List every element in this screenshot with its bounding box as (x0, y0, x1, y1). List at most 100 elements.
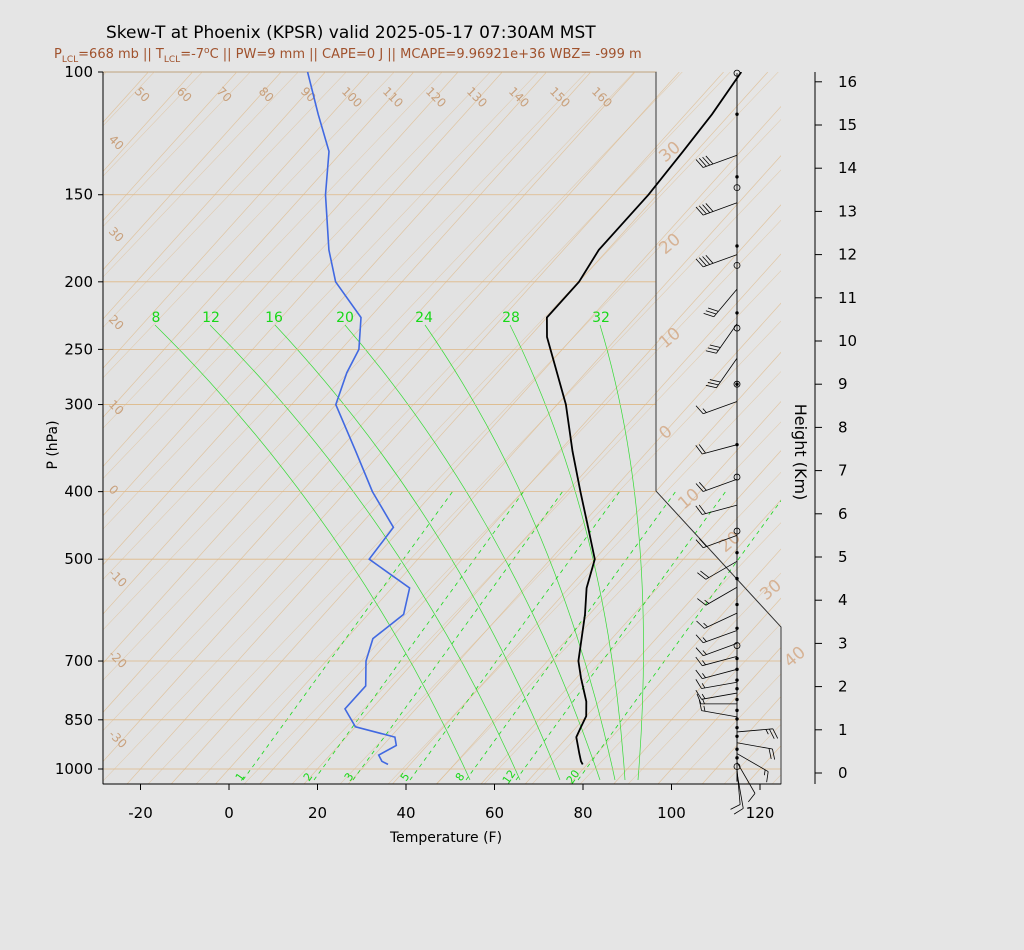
wind-barb-flag (698, 504, 706, 514)
wind-calm-circle (733, 642, 741, 649)
wind-barb-flag (730, 804, 741, 810)
wind-barb (695, 478, 738, 492)
wind-barb-flag (695, 505, 703, 515)
adiabat-line (103, 72, 683, 681)
x-tick-label: 40 (396, 804, 415, 822)
y-tick-label: 300 (64, 396, 93, 414)
wind-barb (695, 535, 738, 549)
wind-barb-flag (695, 634, 704, 644)
y-tick-label: 700 (64, 652, 93, 670)
adiabat-line (955, 0, 1024, 844)
wind-level-dot (735, 626, 739, 630)
temperature-line (545, 72, 743, 765)
wind-barb-flag (698, 538, 707, 547)
wind-barb-half-flag (702, 650, 707, 655)
wind-level-dot (735, 602, 739, 607)
adiabat-line (103, 72, 635, 631)
wind-barb-flag (697, 598, 707, 606)
mixing-ratio-line (352, 490, 564, 781)
chart-subtitle: PLCL=668 mb || TLCL=-7oC || PW=9 mm || C… (54, 46, 642, 65)
wind-barb-half-flag (703, 622, 708, 628)
height-tick-label: 8 (838, 418, 848, 436)
wind-barb-flag (705, 255, 714, 264)
isotherm-line (657, 646, 781, 784)
wind-level-dot (735, 442, 739, 447)
wind-barb-flag (702, 156, 711, 166)
adiabat-line (627, 623, 781, 784)
wind-calm-circle (733, 527, 741, 535)
wind-level-dot (735, 687, 739, 691)
wind-barb-shaft (716, 323, 738, 354)
mixing-ratio-lines (154, 324, 781, 781)
height-tick-label: 14 (838, 159, 857, 177)
x-tick-label: 20 (308, 804, 327, 822)
adiabat-line (675, 673, 781, 784)
wind-barb-flag (702, 204, 711, 213)
region-border (655, 72, 782, 784)
mixing-ratio-label: 12 (202, 310, 220, 326)
mixing-ratio-label: 8 (152, 310, 161, 326)
moist-adiabat-line (509, 324, 626, 781)
wind-level-dot (735, 734, 739, 738)
wind-level-dot (735, 576, 739, 581)
height-tick-label: 7 (838, 462, 848, 480)
wind-barb-half-flag (702, 673, 706, 678)
wind-calm-circle (733, 69, 741, 77)
wind-level-dot (735, 656, 739, 661)
height-tick-label: 2 (838, 678, 848, 696)
potential-temp-label: 40 (780, 643, 809, 672)
x-axis-label: Temperature (F) (389, 830, 502, 846)
y-tick-label: 250 (64, 340, 93, 358)
wind-barb (695, 643, 738, 657)
wind-level-dot (735, 382, 739, 386)
wind-barb-flag (696, 693, 702, 705)
mixing-ratio-line (515, 490, 727, 781)
wind-barb-flag (733, 808, 744, 815)
adiabat-line (435, 421, 781, 784)
wind-barb-half-flag (704, 599, 710, 604)
wind-level-dot (735, 717, 739, 721)
wind-barb-flag (766, 771, 769, 783)
wind-barb (695, 444, 738, 455)
height-tick-label: 9 (838, 375, 848, 393)
height-tick-label: 16 (838, 73, 857, 91)
wind-barb-half-flag (702, 660, 706, 666)
mixing-ratio-label: 20 (336, 310, 354, 326)
wind-barb-shaft (701, 710, 738, 718)
wind-level-dot (735, 697, 739, 702)
adiabat-line (483, 471, 781, 784)
isotherm-line (103, 72, 636, 664)
isotherm-line (436, 400, 781, 784)
moist-adiabat-line (344, 324, 601, 781)
adiabat-line (103, 72, 539, 530)
wind-barb-flag (698, 257, 707, 266)
potential-temp-label: 10 (655, 324, 684, 353)
wind-level-dot (735, 725, 739, 730)
y-tick-label: 100 (64, 63, 93, 81)
wind-level-dot (735, 708, 739, 713)
wind-barb-shaft (703, 643, 738, 657)
wind-level-dot (735, 112, 739, 116)
mixing-ratio-line (465, 490, 677, 781)
wind-level-dot (735, 175, 739, 179)
wind-barb-flag (748, 793, 756, 803)
height-tick-label: 0 (838, 764, 848, 782)
wind-barb-half-flag (702, 637, 707, 642)
height-tick-label: 3 (838, 634, 848, 652)
isotherm-line (0, 72, 16, 784)
height-tick-label: 15 (838, 116, 857, 134)
moist-adiabat-line (274, 324, 561, 781)
mixing-ratio-label: 24 (415, 310, 433, 326)
wind-barb-shaft (702, 655, 738, 667)
wind-barb (703, 288, 738, 318)
wind-barb-shaft (716, 358, 738, 388)
wind-barb-shaft (705, 560, 738, 580)
height-tick-label: 13 (838, 202, 857, 220)
wind-calm-circle (733, 324, 741, 332)
mixing-ratio-line (409, 490, 621, 781)
adiabat-line (103, 72, 587, 580)
isotherm-line (480, 450, 781, 784)
wind-level-dot (735, 678, 739, 682)
potential-temp-label: 30 (655, 138, 684, 167)
